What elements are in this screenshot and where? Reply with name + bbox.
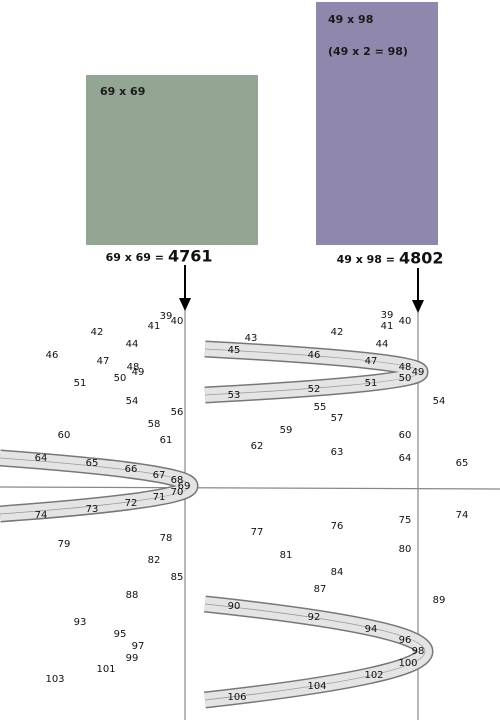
number-label: 50 bbox=[399, 373, 412, 384]
number-label: 82 bbox=[148, 555, 161, 566]
equation: 69 x 69 = bbox=[106, 251, 164, 264]
number-label: 74 bbox=[35, 510, 48, 521]
number-label: 39 bbox=[381, 310, 394, 321]
number-label: 99 bbox=[126, 653, 139, 664]
number-label: 48 bbox=[127, 362, 140, 373]
equation: 49 x 98 = bbox=[337, 253, 395, 266]
number-label: 106 bbox=[227, 692, 246, 703]
number-label: 77 bbox=[251, 527, 264, 538]
box-label: 69 x 69 bbox=[100, 85, 145, 98]
number-label: 62 bbox=[251, 441, 264, 452]
number-label: 97 bbox=[132, 641, 145, 652]
number-label: 73 bbox=[86, 504, 99, 515]
box-note: (49 x 2 = 98) bbox=[328, 45, 408, 58]
square-box bbox=[86, 75, 258, 245]
number-label: 49 bbox=[412, 367, 425, 378]
number-label: 48 bbox=[399, 362, 412, 373]
number-label: 103 bbox=[45, 674, 64, 685]
number-label: 55 bbox=[314, 402, 327, 413]
number-label: 76 bbox=[331, 521, 344, 532]
number-label: 59 bbox=[280, 425, 293, 436]
number-label: 57 bbox=[331, 413, 344, 424]
number-label: 67 bbox=[153, 470, 166, 481]
number-label: 66 bbox=[125, 464, 138, 475]
equation-result: 4802 bbox=[399, 249, 444, 268]
number-label: 41 bbox=[381, 321, 394, 332]
number-label: 64 bbox=[35, 453, 48, 464]
number-label: 90 bbox=[228, 601, 241, 612]
number-label: 51 bbox=[74, 378, 87, 389]
number-label: 41 bbox=[148, 321, 161, 332]
number-label: 52 bbox=[308, 384, 321, 395]
number-label: 46 bbox=[308, 350, 321, 361]
number-label: 95 bbox=[114, 629, 127, 640]
number-label: 100 bbox=[398, 658, 417, 669]
number-label: 44 bbox=[126, 339, 139, 350]
number-label: 60 bbox=[399, 430, 412, 441]
number-label: 44 bbox=[376, 339, 389, 350]
number-label: 75 bbox=[399, 515, 412, 526]
rectangle-box bbox=[316, 2, 438, 245]
number-label: 93 bbox=[74, 617, 87, 628]
number-label: 96 bbox=[399, 635, 412, 646]
number-label: 45 bbox=[228, 345, 241, 356]
number-label: 89 bbox=[433, 595, 446, 606]
number-label: 51 bbox=[365, 378, 378, 389]
number-label: 84 bbox=[331, 567, 344, 578]
parabola-bands bbox=[0, 340, 434, 709]
number-label: 50 bbox=[114, 373, 127, 384]
number-label: 74 bbox=[456, 510, 469, 521]
number-label: 58 bbox=[148, 419, 161, 430]
number-label: 53 bbox=[228, 390, 241, 401]
number-label: 70 bbox=[171, 487, 184, 498]
box-label: 49 x 98 bbox=[328, 13, 373, 26]
number-label: 72 bbox=[125, 498, 138, 509]
number-label: 65 bbox=[456, 458, 469, 469]
number-label: 60 bbox=[58, 430, 71, 441]
number-label: 63 bbox=[331, 447, 344, 458]
number-label: 56 bbox=[171, 407, 184, 418]
number-label: 79 bbox=[58, 539, 71, 550]
number-label: 68 bbox=[171, 475, 184, 486]
number-label: 54 bbox=[126, 396, 139, 407]
number-label: 47 bbox=[97, 356, 110, 367]
number-label: 65 bbox=[86, 458, 99, 469]
number-label: 46 bbox=[46, 350, 59, 361]
number-label: 101 bbox=[96, 664, 115, 675]
number-label: 88 bbox=[126, 590, 139, 601]
number-label: 85 bbox=[171, 572, 184, 583]
number-label: 47 bbox=[365, 356, 378, 367]
number-label: 42 bbox=[91, 327, 104, 338]
number-label: 39 bbox=[160, 311, 173, 322]
number-label: 40 bbox=[399, 316, 412, 327]
number-label: 43 bbox=[245, 333, 258, 344]
arrows bbox=[179, 265, 424, 313]
number-label: 61 bbox=[160, 435, 173, 446]
number-label: 54 bbox=[433, 396, 446, 407]
equation-result: 4761 bbox=[168, 247, 213, 266]
number-label: 40 bbox=[171, 316, 184, 327]
number-label: 42 bbox=[331, 327, 344, 338]
number-label: 104 bbox=[307, 681, 326, 692]
number-label: 92 bbox=[308, 612, 321, 623]
number-label: 94 bbox=[365, 624, 378, 635]
number-label: 81 bbox=[280, 550, 293, 561]
number-label: 69 bbox=[178, 481, 191, 492]
number-label: 71 bbox=[153, 492, 166, 503]
number-label: 98 bbox=[412, 646, 425, 657]
number-label: 64 bbox=[399, 453, 412, 464]
number-label: 102 bbox=[364, 670, 383, 681]
number-label: 80 bbox=[399, 544, 412, 555]
number-label: 87 bbox=[314, 584, 327, 595]
number-label: 78 bbox=[160, 533, 173, 544]
number-label: 49 bbox=[132, 367, 145, 378]
